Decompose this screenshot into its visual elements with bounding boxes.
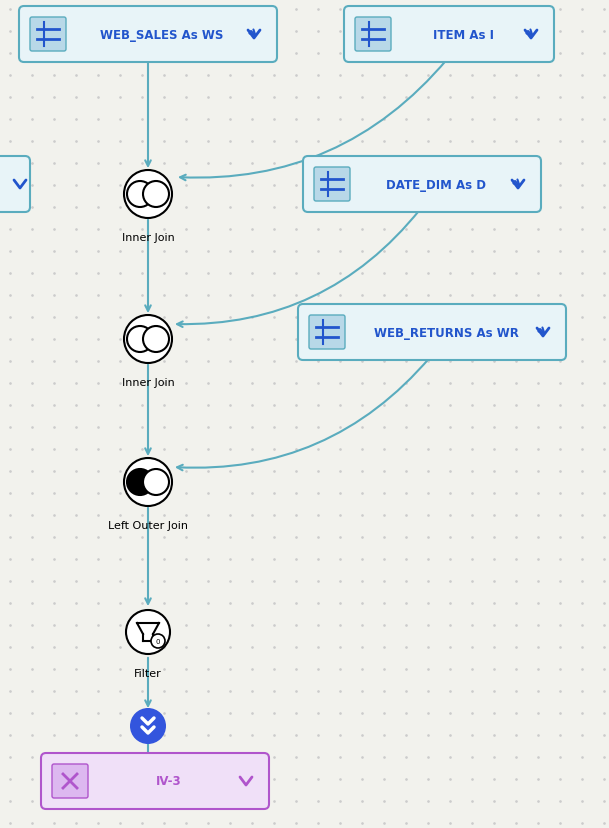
Circle shape (143, 326, 169, 353)
Circle shape (143, 182, 169, 208)
FancyBboxPatch shape (355, 18, 391, 52)
FancyBboxPatch shape (30, 18, 66, 52)
Text: ITEM As I: ITEM As I (432, 28, 493, 41)
Circle shape (124, 315, 172, 363)
Text: WEB_RETURNS As WR: WEB_RETURNS As WR (373, 326, 518, 339)
Circle shape (124, 171, 172, 219)
Text: Left Outer Join: Left Outer Join (108, 520, 188, 531)
Text: Inner Join: Inner Join (122, 233, 174, 243)
Circle shape (143, 469, 169, 495)
FancyBboxPatch shape (298, 305, 566, 360)
Text: IV-3: IV-3 (156, 774, 182, 787)
Text: Inner Join: Inner Join (122, 378, 174, 388)
FancyBboxPatch shape (303, 156, 541, 213)
FancyBboxPatch shape (41, 753, 269, 809)
FancyBboxPatch shape (314, 168, 350, 202)
FancyBboxPatch shape (0, 156, 30, 213)
FancyBboxPatch shape (309, 315, 345, 349)
Text: DATE_DIM As D: DATE_DIM As D (386, 178, 486, 191)
FancyBboxPatch shape (344, 7, 554, 63)
Text: WEB_SALES As WS: WEB_SALES As WS (100, 28, 224, 41)
Circle shape (127, 182, 153, 208)
Circle shape (130, 708, 166, 744)
Circle shape (126, 610, 170, 654)
Circle shape (127, 326, 153, 353)
Text: Filter: Filter (134, 668, 162, 678)
Circle shape (151, 634, 165, 648)
FancyBboxPatch shape (52, 764, 88, 798)
Circle shape (124, 459, 172, 507)
FancyBboxPatch shape (19, 7, 277, 63)
Text: 0: 0 (156, 638, 160, 644)
Circle shape (127, 469, 153, 495)
